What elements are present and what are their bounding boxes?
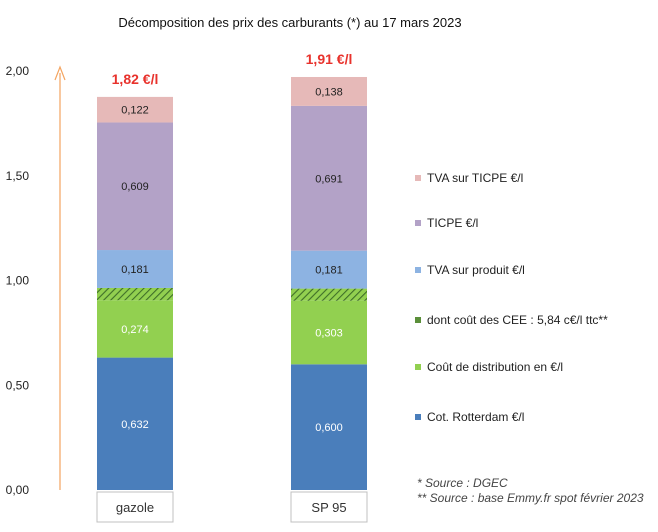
y-tick-label: 0,50 — [6, 378, 30, 392]
bar-segment-ticpe-l-gazole — [97, 122, 173, 251]
bar-segment-tva-sur-produit-l-sp-95 — [291, 250, 367, 289]
y-tick-label: 0,00 — [6, 483, 30, 497]
data-label: 0,138 — [315, 86, 343, 98]
source-annotation: ** Source : base Emmy.fr spot février 20… — [417, 491, 644, 505]
legend: TVA sur TICPE €/l TICPE €/l TVA sur produi… — [415, 171, 608, 424]
data-label: 0,122 — [121, 105, 149, 117]
data-label: 0,181 — [121, 264, 149, 276]
total-label: 1,82 €/l — [112, 71, 159, 87]
bar-segment-cout-de-distribution-en-l-sp-95 — [291, 300, 367, 365]
bar-segment-cot-rotterdam-l-gazole — [97, 357, 173, 490]
source-annotation: * Source : DGEC — [417, 476, 508, 490]
data-label: 0,600 — [315, 422, 343, 434]
bar-segment-tva-sur-ticpe-l-gazole — [97, 96, 173, 123]
y-tick-label: 2,00 — [6, 64, 30, 78]
data-label: 0,274 — [121, 324, 149, 336]
legend-label: dont coût des CEE : 5,84 c€/l ttc** — [427, 313, 608, 327]
legend-swatch — [415, 267, 421, 273]
bars: 0,632 0,274 0,181 0,609 0,122 1,82 €/l gazole 0… — [96, 51, 368, 523]
legend-swatch — [415, 317, 421, 323]
bar-segment-dont-cout-des-cee-5-84-c-l-ttc-gazole — [97, 287, 173, 301]
legend-label: TICPE €/l — [427, 216, 478, 230]
data-label: 0,632 — [121, 419, 149, 431]
total-label: 1,91 €/l — [306, 51, 353, 67]
legend-swatch — [415, 220, 421, 226]
bar-segment-tva-sur-ticpe-l-sp-95 — [291, 76, 367, 106]
legend-label: TVA sur produit €/l — [427, 263, 525, 277]
trend-arrow — [54, 65, 66, 490]
bar-segment-ticpe-l-sp-95 — [291, 105, 367, 251]
category-label: SP 95 — [311, 500, 346, 515]
y-axis: 0,00 0,50 1,00 1,50 2,00 — [6, 64, 30, 497]
chart-title: Décomposition des prix des carburants (*… — [118, 15, 461, 30]
bar-segment-dont-cout-des-cee-5-84-c-l-ttc-sp-95 — [291, 288, 367, 301]
y-tick-label: 1,00 — [6, 274, 30, 288]
category-box — [96, 491, 174, 523]
legend-swatch — [415, 364, 421, 370]
bar-segment-cot-rotterdam-l-sp-95 — [291, 364, 367, 490]
legend-swatch — [415, 175, 421, 181]
bar-segment-tva-sur-produit-l-gazole — [97, 250, 173, 288]
sources: * Source : DGEC** Source : base Emmy.fr … — [417, 476, 644, 505]
arrow-head — [54, 65, 66, 81]
legend-label: Cot. Rotterdam €/l — [427, 410, 524, 424]
legend-label: Coût de distribution en €/l — [427, 360, 563, 374]
bar-segment-cout-de-distribution-en-l-gazole — [97, 300, 173, 358]
legend-swatch — [415, 414, 421, 420]
data-label: 0,691 — [315, 173, 343, 185]
data-label: 0,181 — [315, 265, 343, 277]
legend-label: TVA sur TICPE €/l — [427, 171, 523, 185]
category-label: gazole — [116, 500, 154, 515]
category-box — [290, 491, 368, 523]
data-label: 0,303 — [315, 328, 343, 340]
data-label: 0,609 — [121, 181, 149, 193]
y-tick-label: 1,50 — [6, 169, 30, 183]
